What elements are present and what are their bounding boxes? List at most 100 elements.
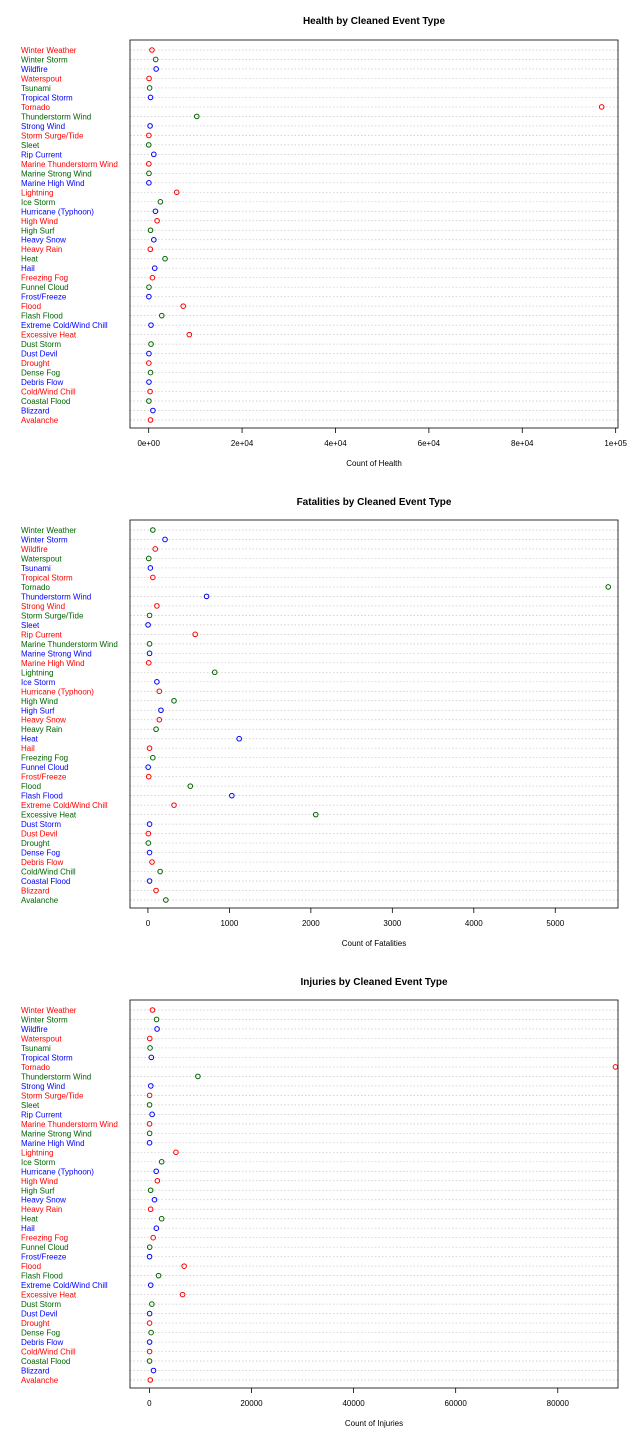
data-point	[147, 388, 153, 395]
data-point	[146, 1140, 153, 1146]
category-label: Dust Storm	[21, 1300, 61, 1309]
category-label: Strong Wind	[21, 602, 65, 611]
category-label: Avalanche	[21, 896, 59, 905]
category-label: Storm Surge/Tide	[21, 611, 84, 620]
category-label: Freezing Fog	[21, 754, 68, 763]
data-point	[146, 398, 152, 404]
category-label: Lightning	[21, 188, 53, 197]
data-point	[154, 678, 160, 685]
data-point	[146, 1121, 153, 1127]
x-tick-label: 40000	[342, 1399, 365, 1408]
data-point	[229, 792, 235, 799]
plot-frame	[129, 39, 619, 429]
plot-frame	[129, 519, 619, 909]
data-point	[162, 255, 168, 262]
data-point	[145, 764, 151, 770]
category-label: Funnel Cloud	[21, 1243, 69, 1252]
data-point	[155, 1272, 162, 1279]
x-axis-label: Count of Injuries	[345, 1419, 403, 1428]
category-label: Marine Thunderstorm Wind	[21, 160, 118, 169]
category-label: Hurricane (Typhoon)	[21, 207, 94, 216]
category-label: Freezing Fog	[21, 1234, 68, 1243]
data-point	[149, 47, 155, 53]
data-point	[149, 859, 155, 865]
data-point	[186, 331, 193, 338]
data-point	[153, 1168, 159, 1175]
data-point	[145, 773, 152, 780]
data-point	[598, 104, 605, 110]
category-label: Marine Strong Wind	[21, 1129, 92, 1138]
data-point	[193, 113, 200, 120]
category-label: Coastal Flood	[21, 397, 70, 406]
data-point	[150, 574, 156, 581]
data-point	[147, 227, 154, 234]
category-label: Heat	[21, 735, 39, 744]
data-point	[148, 1083, 154, 1089]
category-label: Cold/Wind Chill	[21, 388, 76, 397]
category-label: High Wind	[21, 1177, 58, 1186]
data-point	[146, 1130, 153, 1137]
data-point	[149, 1111, 155, 1118]
category-label: Sleet	[21, 621, 40, 630]
category-label: Winter Storm	[21, 535, 68, 544]
data-point	[146, 360, 152, 366]
category-label: Hurricane (Typhoon)	[21, 687, 94, 696]
category-label: Marine Thunderstorm Wind	[21, 1120, 118, 1129]
data-point	[147, 1045, 153, 1051]
category-label: Avalanche	[21, 416, 59, 425]
data-point	[162, 536, 168, 543]
category-label: Tornado	[21, 1063, 50, 1072]
data-point	[151, 1196, 158, 1203]
category-label: Funnel Cloud	[21, 763, 69, 772]
category-label: Flash Flood	[21, 792, 63, 801]
data-point	[148, 341, 154, 347]
x-tick-label: 0e+00	[137, 439, 160, 448]
category-label: Hail	[21, 744, 35, 753]
category-label: Marine Strong Wind	[21, 169, 92, 178]
category-label: Funnel Cloud	[21, 283, 69, 292]
category-label: Lightning	[21, 668, 53, 677]
data-point	[147, 94, 154, 101]
data-point	[149, 274, 156, 281]
category-label: Excessive Heat	[21, 811, 77, 820]
category-label: Drought	[21, 1319, 50, 1328]
category-label: Extreme Cold/Wind Chill	[21, 1281, 108, 1290]
data-point	[146, 821, 153, 827]
category-label: Flood	[21, 782, 41, 791]
data-point	[146, 878, 153, 884]
data-point	[153, 887, 159, 894]
category-label: Thunderstorm Wind	[21, 592, 91, 601]
category-label: Winter Storm	[21, 1015, 68, 1024]
category-label: Storm Surge/Tide	[21, 1091, 84, 1100]
category-label: Winter Weather	[21, 526, 77, 535]
data-point	[145, 142, 152, 148]
data-point	[146, 293, 152, 300]
category-label: Debris Flow	[21, 858, 63, 867]
category-label: Winter Weather	[21, 1006, 77, 1015]
data-point	[146, 1092, 153, 1099]
data-point	[147, 246, 154, 253]
category-label: Rip Current	[21, 1110, 63, 1119]
category-label: Waterspout	[21, 74, 62, 83]
category-label: Hurricane (Typhoon)	[21, 1167, 94, 1176]
category-label: Dust Devil	[21, 830, 58, 839]
data-point	[147, 1206, 154, 1213]
data-point	[146, 1102, 153, 1108]
category-label: Extreme Cold/Wind Chill	[21, 321, 108, 330]
category-label: High Surf	[21, 1186, 55, 1195]
data-point	[147, 1187, 154, 1194]
x-tick-label: 1e+05	[604, 439, 627, 448]
data-point	[171, 802, 177, 808]
category-label: Extreme Cold/Wind Chill	[21, 801, 108, 810]
data-point	[150, 754, 156, 761]
category-label: Storm Surge/Tide	[21, 131, 84, 140]
category-label: Cold/Wind Chill	[21, 868, 76, 877]
data-point	[147, 565, 154, 571]
data-point	[145, 830, 152, 837]
data-point	[146, 85, 153, 91]
data-point	[146, 170, 152, 177]
x-tick-label: 1000	[220, 919, 238, 928]
chart-title: Health by Cleaned Event Type	[303, 16, 446, 27]
category-label: Tsunami	[21, 564, 51, 573]
data-point	[154, 603, 160, 609]
